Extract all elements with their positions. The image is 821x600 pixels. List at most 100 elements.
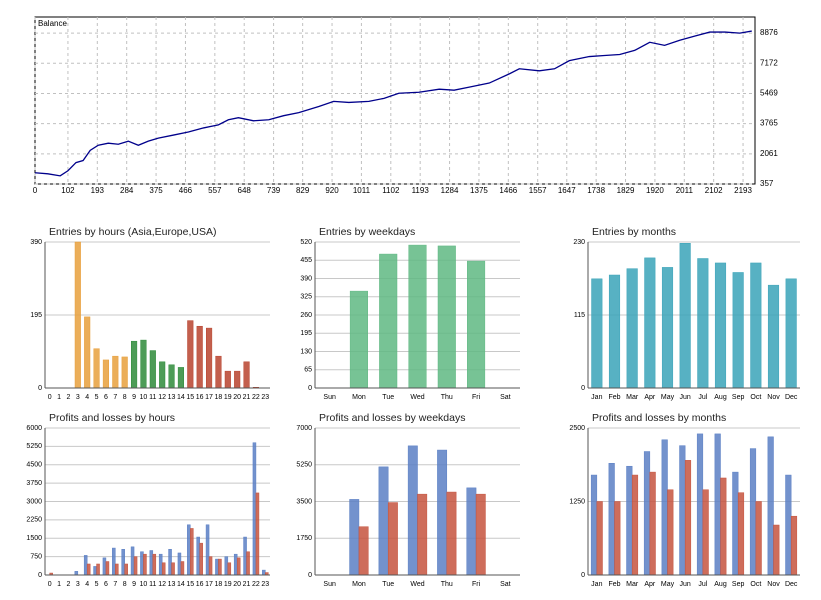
x-tick-label: Nov bbox=[767, 581, 780, 588]
bar bbox=[608, 274, 621, 389]
bar bbox=[408, 244, 427, 389]
bar bbox=[714, 433, 721, 576]
bar bbox=[236, 557, 241, 576]
x-tick-label: 1738 bbox=[587, 186, 605, 195]
x-tick-label: 22 bbox=[252, 394, 260, 401]
bar bbox=[596, 501, 603, 576]
bar bbox=[255, 492, 260, 576]
x-tick-label: 375 bbox=[149, 186, 163, 195]
plot-frame bbox=[34, 16, 756, 185]
x-tick-label: Thu bbox=[441, 581, 453, 588]
bar bbox=[121, 549, 125, 576]
x-tick-label: 2102 bbox=[705, 186, 723, 195]
x-tick-label: 1557 bbox=[529, 186, 547, 195]
x-tick-label: 23 bbox=[261, 581, 269, 588]
bar bbox=[93, 348, 100, 389]
x-tick-label: Jan bbox=[591, 581, 602, 588]
bar bbox=[112, 547, 116, 576]
bar bbox=[697, 258, 709, 389]
y-tick-label: 3750 bbox=[26, 480, 42, 487]
x-tick-label: 284 bbox=[120, 186, 134, 195]
x-tick-label: 16 bbox=[196, 394, 204, 401]
bar bbox=[206, 327, 213, 389]
x-tick-label: Sep bbox=[732, 394, 745, 401]
x-tick-label: 102 bbox=[61, 186, 75, 195]
x-tick-label: 6 bbox=[104, 394, 108, 401]
bar bbox=[767, 436, 774, 576]
x-tick-label: 9 bbox=[132, 581, 136, 588]
bar bbox=[591, 278, 603, 389]
bar bbox=[437, 449, 448, 576]
x-tick-label: 18 bbox=[215, 581, 223, 588]
x-tick-label: 17 bbox=[205, 394, 213, 401]
bar bbox=[140, 339, 147, 389]
x-tick-label: 20 bbox=[233, 581, 241, 588]
x-tick-label: 12 bbox=[158, 394, 166, 401]
y-tick-label: 0 bbox=[581, 385, 585, 392]
y-tick-label: 3500 bbox=[296, 498, 312, 505]
bar bbox=[446, 491, 457, 576]
bar bbox=[115, 563, 119, 576]
x-tick-label: 0 bbox=[48, 581, 52, 588]
bar bbox=[234, 370, 241, 389]
chart-title: Entries by hours (Asia,Europe,USA) bbox=[49, 226, 217, 238]
bar bbox=[262, 569, 266, 576]
y-tick-label: 455 bbox=[300, 257, 312, 264]
bar bbox=[732, 471, 739, 576]
bar bbox=[199, 542, 203, 576]
bar bbox=[349, 290, 368, 389]
x-tick-label: Mon bbox=[352, 581, 366, 588]
x-tick-label: Oct bbox=[750, 394, 761, 401]
x-tick-label: Aug bbox=[714, 581, 727, 588]
bar bbox=[349, 499, 360, 576]
bar bbox=[702, 489, 709, 576]
bar bbox=[130, 546, 135, 576]
chart-title: Entries by months bbox=[592, 226, 676, 238]
x-tick-label: 4 bbox=[85, 581, 89, 588]
bar bbox=[407, 445, 418, 576]
bar bbox=[714, 262, 727, 389]
x-tick-label: 6 bbox=[104, 581, 108, 588]
x-tick-label: Apr bbox=[644, 581, 656, 588]
y-tick-label: 260 bbox=[300, 312, 312, 319]
x-tick-label: 920 bbox=[325, 186, 339, 195]
bar bbox=[785, 278, 797, 389]
chart-title: Balance bbox=[38, 19, 67, 28]
bar bbox=[187, 320, 194, 389]
x-tick-label: 3 bbox=[76, 394, 80, 401]
bar bbox=[684, 460, 692, 576]
x-tick-label: 11 bbox=[149, 394, 156, 401]
x-tick-label: 0 bbox=[48, 394, 52, 401]
bar bbox=[737, 492, 745, 576]
x-tick-label: 8 bbox=[123, 394, 127, 401]
bar bbox=[358, 526, 369, 576]
bar bbox=[243, 536, 247, 576]
y-tick-label: 0 bbox=[581, 572, 585, 579]
x-tick-label: 193 bbox=[91, 186, 105, 195]
bar bbox=[124, 563, 128, 576]
bar bbox=[227, 562, 232, 576]
x-tick-label: Dec bbox=[785, 394, 798, 401]
bar bbox=[158, 553, 163, 576]
bar bbox=[696, 433, 704, 576]
bar bbox=[177, 552, 182, 576]
bar bbox=[149, 350, 156, 389]
x-tick-label: Sat bbox=[500, 394, 511, 401]
x-tick-label: Sat bbox=[500, 581, 511, 588]
x-tick-label: 557 bbox=[208, 186, 222, 195]
bar bbox=[378, 466, 389, 576]
bar bbox=[626, 268, 638, 389]
bar bbox=[140, 551, 144, 576]
x-tick-label: 1 bbox=[57, 581, 61, 588]
x-tick-label: 14 bbox=[177, 581, 185, 588]
bar bbox=[190, 528, 194, 576]
y-tick-label: 0 bbox=[308, 572, 312, 579]
y-tick-label: 115 bbox=[574, 312, 585, 319]
y-tick-label: 195 bbox=[300, 330, 312, 337]
x-tick-label: Sun bbox=[323, 394, 336, 401]
x-tick-label: Nov bbox=[767, 394, 780, 401]
bar bbox=[196, 325, 203, 389]
bar bbox=[720, 477, 727, 576]
x-tick-label: 1829 bbox=[617, 186, 635, 195]
